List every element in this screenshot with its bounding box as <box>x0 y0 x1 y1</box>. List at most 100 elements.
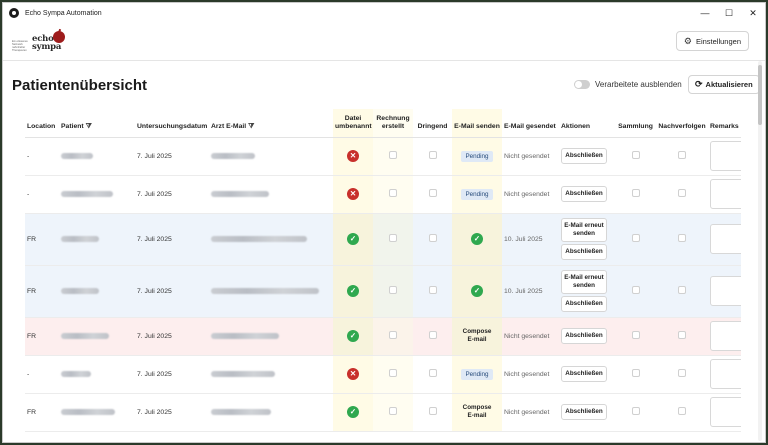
remarks-input[interactable] <box>710 321 741 351</box>
close-case-button[interactable]: Abschließen <box>561 328 607 344</box>
urgent-checkbox[interactable] <box>428 407 437 415</box>
col-location[interactable]: Location <box>25 109 59 138</box>
invoice-checkbox[interactable] <box>389 189 397 197</box>
remarks-input[interactable] <box>710 224 741 254</box>
error-icon: ✕ <box>347 150 359 162</box>
urgent-checkbox[interactable] <box>428 331 437 339</box>
collection-checkbox[interactable] <box>631 151 640 159</box>
remarks-cell <box>708 137 741 176</box>
col-patient[interactable]: Patient ⧩ <box>59 109 135 138</box>
remarks-input[interactable] <box>710 141 741 171</box>
close-case-button[interactable]: Abschließen <box>561 296 607 312</box>
col-patient-label: Patient <box>61 122 84 130</box>
invoice-checkbox[interactable] <box>389 151 397 159</box>
followup-checkbox[interactable] <box>678 286 686 294</box>
invoice-cell <box>373 317 413 356</box>
table-row[interactable]: - 7. Juli 2025 ✕ Pending Nicht gesendet … <box>25 137 741 176</box>
table-row[interactable]: FR 7. Juli 2025 ✓ ✓ 10. Juli 2025 E-Mail… <box>25 213 741 266</box>
invoice-checkbox[interactable] <box>389 234 397 242</box>
logo-text: echo-sympa <box>32 34 62 52</box>
remarks-input[interactable] <box>710 179 741 209</box>
location-cell: - <box>25 175 59 214</box>
col-actions[interactable]: Aktionen <box>559 109 615 138</box>
col-date[interactable]: Untersuchungsdatum <box>135 109 209 138</box>
settings-button[interactable]: ⚙ Einstellungen <box>675 31 749 51</box>
urgent-checkbox[interactable] <box>428 189 437 197</box>
resend-email-button[interactable]: E-Mail erneut senden <box>561 218 607 242</box>
col-remarks[interactable]: Remarks <box>708 109 741 138</box>
collection-checkbox[interactable] <box>631 331 640 339</box>
redacted-patient <box>61 332 109 339</box>
window-title: Echo Sympa Automation <box>25 9 102 17</box>
close-case-button[interactable]: Abschließen <box>561 244 607 260</box>
close-case-button[interactable]: Abschließen <box>561 366 607 382</box>
invoice-checkbox[interactable] <box>389 331 397 339</box>
col-sent[interactable]: E-Mail gesendet <box>502 109 559 138</box>
urgent-checkbox[interactable] <box>428 369 437 377</box>
renamed-cell: ✓ <box>333 265 373 318</box>
remarks-input[interactable] <box>710 276 741 306</box>
followup-checkbox[interactable] <box>678 189 686 197</box>
col-invoice[interactable]: Rechnung erstellt <box>373 109 413 138</box>
hide-processed-toggle[interactable] <box>574 80 590 89</box>
collection-checkbox[interactable] <box>631 189 640 197</box>
followup-cell <box>656 393 708 432</box>
followup-checkbox[interactable] <box>678 369 686 377</box>
filter-icon[interactable]: ⧩ <box>248 122 255 130</box>
refresh-button[interactable]: ⟳ Aktualisieren <box>688 75 760 94</box>
collection-cell <box>615 265 656 318</box>
collection-checkbox[interactable] <box>631 369 640 377</box>
followup-checkbox[interactable] <box>678 151 686 159</box>
col-collection[interactable]: Sammlung <box>615 109 656 138</box>
maximize-button[interactable]: ☐ <box>724 7 734 18</box>
table-row[interactable]: FR 7. Juli 2025 ✓ ✓ 10. Juli 2025 E-Mail… <box>25 265 741 318</box>
filter-icon[interactable]: ⧩ <box>85 122 92 130</box>
redacted-email <box>211 235 307 242</box>
email-cell <box>209 137 333 176</box>
renamed-cell: ✓ <box>333 393 373 432</box>
urgent-checkbox[interactable] <box>428 234 437 242</box>
redacted-email <box>211 370 275 377</box>
date-cell: 7. Juli 2025 <box>135 265 209 318</box>
table-row[interactable]: FR 7. Juli 2025 ✓ Compose E-mail Nicht g… <box>25 317 741 356</box>
table-row[interactable]: - 7. Juli 2025 ✕ Pending Nicht gesendet … <box>25 175 741 214</box>
invoice-cell <box>373 213 413 266</box>
vertical-scrollbar[interactable] <box>756 61 764 441</box>
close-case-button[interactable]: Abschließen <box>561 404 607 420</box>
col-send[interactable]: E-Mail senden <box>452 109 502 138</box>
col-renamed[interactable]: Datei umbenannt <box>333 109 373 138</box>
remarks-input[interactable] <box>710 397 741 427</box>
collection-cell <box>615 213 656 266</box>
redacted-email <box>211 152 255 159</box>
followup-checkbox[interactable] <box>678 331 686 339</box>
close-window-button[interactable]: ✕ <box>749 7 757 18</box>
collection-cell <box>615 317 656 356</box>
col-urgent[interactable]: Dringend <box>413 109 452 138</box>
table-row[interactable]: FR 7. Juli 2025 ✓ Compose E-mail Nicht g… <box>25 393 741 432</box>
urgent-cell <box>413 175 452 214</box>
compose-email-link[interactable]: Compose E-mail <box>462 328 492 343</box>
urgent-checkbox[interactable] <box>428 151 437 159</box>
minimize-button[interactable]: — <box>700 8 710 18</box>
actions-cell: Abschließen <box>559 137 615 176</box>
collection-checkbox[interactable] <box>631 407 640 415</box>
followup-checkbox[interactable] <box>678 407 686 415</box>
resend-email-button[interactable]: E-Mail erneut senden <box>561 270 607 294</box>
close-case-button[interactable]: Abschließen <box>561 186 607 202</box>
col-followup[interactable]: Nachverfolgen <box>656 109 708 138</box>
invoice-checkbox[interactable] <box>389 286 397 294</box>
invoice-checkbox[interactable] <box>389 407 397 415</box>
collection-checkbox[interactable] <box>631 286 640 294</box>
collection-cell <box>615 393 656 432</box>
table-row[interactable]: - 7. Juli 2025 ✕ Pending Nicht gesendet … <box>25 355 741 394</box>
collection-checkbox[interactable] <box>631 234 640 242</box>
redacted-patient <box>61 152 93 159</box>
col-email[interactable]: Arzt E-Mail ⧩ <box>209 109 333 138</box>
compose-email-link[interactable]: Compose E-mail <box>462 404 492 419</box>
followup-checkbox[interactable] <box>678 234 686 242</box>
remarks-input[interactable] <box>710 359 741 389</box>
invoice-checkbox[interactable] <box>389 369 397 377</box>
close-case-button[interactable]: Abschließen <box>561 148 607 164</box>
settings-label: Einstellungen <box>695 36 741 46</box>
urgent-checkbox[interactable] <box>428 286 437 294</box>
